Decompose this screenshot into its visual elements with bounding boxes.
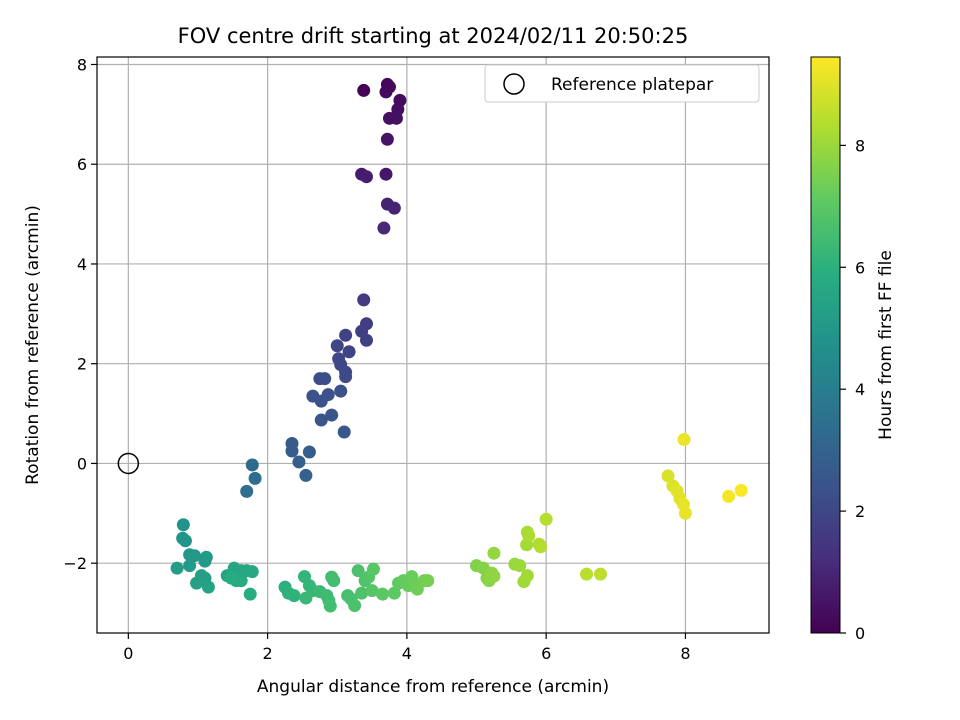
x-tick-label: 4 — [402, 644, 412, 663]
x-axis-title: Angular distance from reference (arcmin) — [257, 677, 609, 697]
scatter-point — [327, 574, 341, 588]
scatter-point — [302, 445, 316, 459]
y-tick-label: 0 — [77, 454, 87, 473]
scatter-point — [339, 328, 353, 342]
scatter-point — [240, 484, 254, 498]
legend-label: Reference platepar — [551, 75, 713, 95]
scatter-point — [245, 565, 259, 579]
scatter-point — [314, 394, 328, 408]
scatter-point — [183, 559, 197, 573]
data-points — [170, 77, 748, 613]
scatter-point — [487, 546, 501, 560]
scatter-point — [292, 455, 306, 469]
scatter-point — [487, 569, 501, 583]
scatter-point — [365, 584, 379, 598]
scatter-point — [348, 599, 362, 613]
scatter-point — [359, 170, 373, 184]
scatter-point — [366, 562, 380, 576]
grid-lines — [97, 57, 769, 633]
reference-point — [117, 452, 140, 475]
y-tick-label: 4 — [77, 255, 87, 274]
scatter-point — [379, 167, 393, 181]
colorbar-tick-label: 8 — [855, 136, 865, 155]
scatter-point — [330, 339, 344, 353]
scatter-point — [243, 587, 257, 601]
legend-box — [484, 64, 760, 103]
scatter-point — [520, 569, 534, 583]
x-tick-label: 8 — [680, 644, 690, 663]
scatter-point — [677, 433, 691, 447]
legend-marker — [503, 73, 525, 95]
scatter-point — [513, 559, 527, 573]
scatter-point — [299, 591, 313, 605]
y-axis-ticks: −2 0 2 4 6 8 — [63, 55, 97, 573]
scatter-point — [176, 518, 190, 532]
scatter-point — [359, 333, 373, 347]
x-tick-label: 6 — [541, 644, 551, 663]
scatter-point — [580, 567, 594, 581]
scatter-point — [325, 408, 339, 422]
scatter-point — [387, 201, 401, 215]
scatter-point — [187, 549, 201, 563]
scatter-point — [376, 587, 390, 601]
scatter-point — [357, 293, 371, 307]
y-axis-title: Rotation from reference (arcmin) — [23, 205, 43, 485]
colorbar-tick-label: 0 — [855, 624, 865, 643]
colorbar: 0 2 4 6 8 Hours from first FF file — [810, 56, 896, 643]
scatter-point — [389, 111, 403, 125]
scatter-point — [387, 586, 401, 600]
colorbar-label: Hours from first FF file — [876, 250, 896, 440]
scatter-point — [534, 540, 548, 554]
colorbar-tick-label: 4 — [855, 380, 865, 399]
scatter-point — [377, 221, 391, 235]
y-tick-label: −2 — [63, 554, 87, 573]
scatter-point — [178, 534, 192, 548]
scatter-point — [190, 576, 204, 590]
colorbar-tick-label: 6 — [855, 258, 865, 277]
scatter-point — [342, 345, 356, 359]
colorbar-tick-label: 2 — [855, 502, 865, 521]
scatter-point — [339, 370, 353, 384]
chart-title: FOV centre drift starting at 2024/02/11 … — [178, 24, 689, 48]
scatter-point — [323, 599, 337, 613]
scatter-point — [245, 458, 259, 472]
scatter-point — [379, 85, 393, 99]
scatter-point — [351, 564, 365, 578]
scatter-point — [318, 372, 332, 386]
colorbar-gradient — [810, 56, 841, 634]
colorbar-ticks: 0 2 4 6 8 — [840, 136, 865, 643]
scatter-point — [287, 589, 301, 603]
scatter-point — [285, 444, 299, 458]
legend: Reference platepar — [484, 64, 760, 103]
y-tick-label: 2 — [77, 355, 87, 374]
y-tick-label: 8 — [77, 55, 87, 74]
scatter-point — [314, 413, 328, 427]
scatter-point — [355, 586, 369, 600]
y-tick-label: 6 — [77, 155, 87, 174]
x-axis-ticks: 0 2 4 6 8 — [123, 633, 691, 663]
scatter-point — [299, 468, 313, 482]
scatter-point — [734, 483, 748, 497]
scatter-point — [421, 574, 435, 588]
plot-frame — [96, 56, 770, 634]
scatter-point — [224, 571, 238, 585]
scatter-point — [201, 580, 215, 594]
scatter-point — [722, 489, 736, 503]
scatter-point — [248, 471, 262, 485]
scatter-point — [170, 561, 184, 575]
scatter-point — [234, 574, 248, 588]
scatter-point — [357, 83, 371, 97]
x-tick-label: 2 — [263, 644, 273, 663]
x-tick-label: 0 — [123, 644, 133, 663]
scatter-point — [678, 506, 692, 520]
scatter-point — [661, 469, 675, 483]
scatter-point — [593, 567, 607, 581]
scatter-point — [334, 384, 348, 398]
scatter-point — [539, 512, 553, 526]
scatter-point — [522, 529, 536, 543]
scatter-point — [337, 425, 351, 439]
scatter-point — [380, 132, 394, 146]
scatter-point — [198, 554, 212, 568]
